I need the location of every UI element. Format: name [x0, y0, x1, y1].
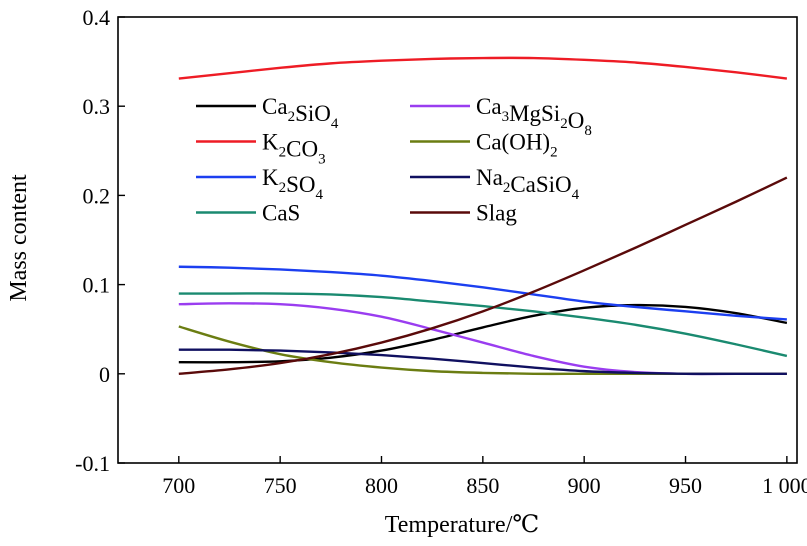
x-tick-label: 750	[264, 473, 297, 498]
legend-label-slag: Slag	[476, 201, 517, 226]
y-tick-label: 0.2	[83, 183, 111, 208]
x-tick-label: 800	[365, 473, 398, 498]
legend-label-k2co3: K2CO3	[262, 130, 326, 168]
legend-label-na2casio4: Na2CaSiO4	[476, 165, 580, 203]
y-tick-label: 0.1	[83, 273, 111, 298]
series-line-slag	[178, 176, 788, 375]
x-tick-label: 950	[669, 473, 702, 498]
plot-frame	[117, 16, 798, 464]
x-tick-label: 900	[568, 473, 601, 498]
y-tick-label: 0.3	[83, 94, 111, 119]
legend-label-k2so4: K2SO4	[262, 165, 324, 203]
plot-area: 700 750 800 850 900 950 1 000 -0.1 0 0.1 0.2 0.3 0.4…	[75, 5, 807, 498]
legend-label-cas: CaS	[262, 201, 300, 226]
legend-label-ca2sio4: Ca2SiO4	[262, 94, 339, 132]
y-axis-title: Mass content	[6, 174, 32, 302]
legend-label-ca-oh-2: Ca(OH)2	[476, 130, 558, 161]
y-tick-label: -0.1	[75, 451, 110, 476]
series-line-cas	[178, 292, 788, 358]
series-line-k2so4	[178, 265, 787, 321]
y-tick-label: 0	[99, 362, 110, 387]
series-line-na2casio4	[178, 348, 787, 376]
series-line-k2co3	[178, 56, 788, 80]
series-line-ca2sio4	[178, 303, 788, 364]
x-tick-label: 1 000	[762, 473, 807, 498]
x-tick-label: 700	[162, 473, 195, 498]
x-tick-label: 850	[466, 473, 499, 498]
legend-label-ca3mgsi2o8: Ca3MgSi2O8	[476, 94, 592, 139]
y-tick-label: 0.4	[83, 5, 111, 30]
x-axis-title: Temperature/℃	[385, 512, 539, 538]
